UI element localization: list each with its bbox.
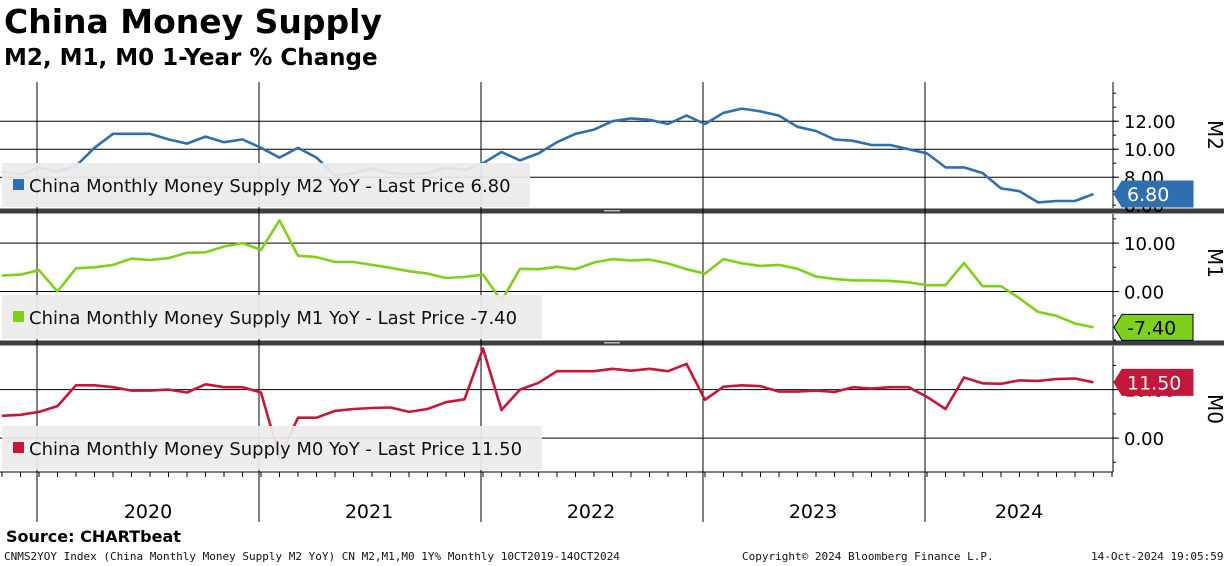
last-price-label: 11.50 (1127, 372, 1181, 394)
chart-title: China Money Supply (4, 2, 382, 41)
y-tick-label: 10.00 (1124, 140, 1176, 161)
x-tick-label: 2020 (124, 501, 172, 523)
legend-swatch (13, 311, 24, 322)
divider-grip (604, 210, 620, 212)
legend-box (2, 295, 542, 339)
x-tick-label: 2024 (995, 501, 1043, 523)
series-line-m2 (1, 107, 1094, 204)
last-price-tag (1113, 313, 1194, 341)
last-price-label: 6.80 (1127, 184, 1169, 206)
x-tick-label: 2023 (789, 501, 837, 523)
legend-label: China Monthly Money Supply M0 YoY - Last… (29, 439, 522, 460)
y-axis-label: M1 (1203, 248, 1224, 278)
y-tick-label: 10.00 (1124, 234, 1176, 255)
last-price-tag (1113, 368, 1194, 396)
last-price-tag (1113, 180, 1194, 208)
footer-timestamp: 14-Oct-2024 19:05:59 (1091, 550, 1224, 563)
divider-grip (604, 342, 620, 344)
last-price-label: -7.40 (1127, 317, 1176, 339)
series-line-m0 (1, 347, 1094, 459)
legend-label: China Monthly Money Supply M1 YoY - Last… (29, 308, 517, 329)
x-tick-label: 2022 (567, 501, 615, 523)
legend-box (2, 426, 542, 470)
chart-subtitle: M2, M1, M0 1-Year % Change (4, 45, 378, 71)
legend-box (2, 163, 530, 207)
source-note: Source: CHARTbeat (6, 527, 181, 546)
legend-swatch (13, 442, 24, 453)
y-tick-label: 0.00 (1124, 429, 1164, 450)
y-axis-label: M2 (1203, 120, 1224, 150)
x-tick-label: 2021 (345, 501, 393, 523)
series-line-m1 (1, 219, 1094, 329)
footer-copyright: Copyright© 2024 Bloomberg Finance L.P. (742, 550, 994, 563)
y-axis-label: M0 (1203, 394, 1224, 424)
y-tick-label: 12.00 (1124, 112, 1176, 133)
legend-swatch (13, 179, 24, 190)
y-tick-label: 0.00 (1124, 283, 1164, 304)
legend-label: China Monthly Money Supply M2 YoY - Last… (29, 176, 511, 197)
footer-ticker: CNMS2YOY Index (China Monthly Money Supp… (4, 550, 620, 563)
